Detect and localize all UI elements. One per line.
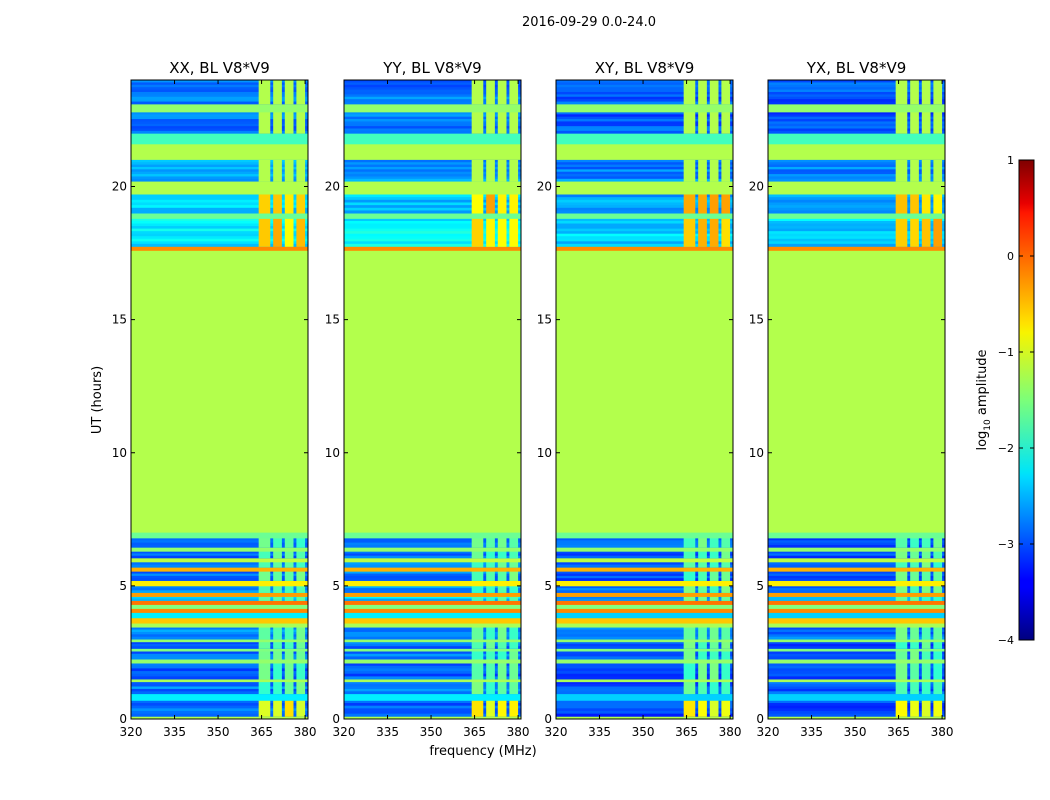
y-axis-label: UT (hours) xyxy=(90,366,105,434)
x-tick-label: 320 xyxy=(545,725,568,739)
y-tick-label: 10 xyxy=(112,446,127,460)
colorbar-tick-label: −3 xyxy=(998,538,1014,551)
x-tick-label: 365 xyxy=(887,725,910,739)
x-tick-label: 365 xyxy=(675,725,698,739)
y-tick-label: 15 xyxy=(749,313,764,327)
y-tick-label: 0 xyxy=(332,712,340,726)
y-tick-label: 5 xyxy=(544,579,552,593)
y-tick-label: 20 xyxy=(537,180,552,194)
x-tick-label: 365 xyxy=(250,725,273,739)
x-tick-label: 335 xyxy=(800,725,823,739)
colorbar-tick-label: −1 xyxy=(998,346,1014,359)
y-tick-label: 0 xyxy=(119,712,127,726)
colorbar-tick-label: 1 xyxy=(1007,154,1014,167)
x-tick-label: 320 xyxy=(120,725,143,739)
y-tick-label: 10 xyxy=(325,446,340,460)
panel-frame-xx xyxy=(130,79,309,720)
colorbar-label-amplitude: amplitude xyxy=(975,349,990,419)
colorbar-gradient xyxy=(1018,159,1035,641)
y-tick-label: 0 xyxy=(756,712,764,726)
panel-title-xx: XX, BL V8*V9 xyxy=(169,59,270,77)
x-tick-label: 335 xyxy=(163,725,186,739)
panel-yx: YX, BL V8*V9 320 335 350 365 380 0 5 10 15 20 xyxy=(749,59,954,739)
panel-xx: XX, BL V8*V9 320 335 350 365 380 0 5 10 15 20 xyxy=(112,59,317,739)
x-tick-label: 380 xyxy=(294,725,317,739)
x-tick-label: 350 xyxy=(844,725,867,739)
y-tick-label: 10 xyxy=(537,446,552,460)
y-tick-label: 20 xyxy=(749,180,764,194)
heatmap-image-yy xyxy=(344,80,521,719)
colorbar-label-log: log xyxy=(975,431,990,451)
x-tick-label: 320 xyxy=(333,725,356,739)
heatmap-image-xx xyxy=(131,80,308,719)
colorbar-label-sub: 10 xyxy=(983,419,993,431)
figure-suptitle: 2016-09-29 0.0-24.0 xyxy=(522,15,656,30)
x-tick-label: 320 xyxy=(757,725,780,739)
panel-frame-xy xyxy=(555,79,734,720)
x-tick-label: 350 xyxy=(632,725,655,739)
x-axis-label: frequency (MHz) xyxy=(429,744,536,759)
y-tick-label: 15 xyxy=(325,313,340,327)
panel-title-xy: XY, BL V8*V9 xyxy=(595,59,695,77)
colorbar-tick-label: −4 xyxy=(998,634,1014,647)
x-tick-label: 335 xyxy=(376,725,399,739)
colorbar-tick-label: 0 xyxy=(1007,250,1014,263)
x-tick-label: 335 xyxy=(588,725,611,739)
y-tick-label: 0 xyxy=(544,712,552,726)
x-tick-label: 365 xyxy=(463,725,486,739)
y-tick-label: 15 xyxy=(112,313,127,327)
x-tick-label: 380 xyxy=(931,725,954,739)
y-tick-label: 15 xyxy=(537,313,552,327)
y-tick-label: 5 xyxy=(756,579,764,593)
panel-frame-yy xyxy=(343,79,522,720)
panel-title-yy: YY, BL V8*V9 xyxy=(382,59,481,77)
panel-xy: XY, BL V8*V9 320 335 350 365 380 0 5 10 15 20 xyxy=(537,59,742,739)
panel-frame-yx xyxy=(767,79,946,720)
y-tick-label: 5 xyxy=(119,579,127,593)
y-tick-label: 20 xyxy=(325,180,340,194)
colorbar-ticks: 1 0 −1 −2 −3 −4 xyxy=(998,154,1034,647)
y-tick-label: 20 xyxy=(112,180,127,194)
x-tick-label: 350 xyxy=(420,725,443,739)
colorbar-tick-label: −2 xyxy=(998,442,1014,455)
y-tick-label: 10 xyxy=(749,446,764,460)
panel-yy: YY, BL V8*V9 320 335 350 365 380 0 5 10 15 20 xyxy=(325,59,530,739)
panel-title-yx: YX, BL V8*V9 xyxy=(806,59,907,77)
colorbar-label: log10 amplitude xyxy=(975,349,993,450)
y-tick-label: 5 xyxy=(332,579,340,593)
heatmap-image-xy xyxy=(556,80,733,719)
colorbar: 10−1−2−3−4 log10 amplitude xyxy=(975,154,1035,647)
x-tick-label: 380 xyxy=(719,725,742,739)
heatmap-image-yx xyxy=(768,80,945,719)
x-tick-label: 350 xyxy=(207,725,230,739)
x-tick-label: 380 xyxy=(507,725,530,739)
